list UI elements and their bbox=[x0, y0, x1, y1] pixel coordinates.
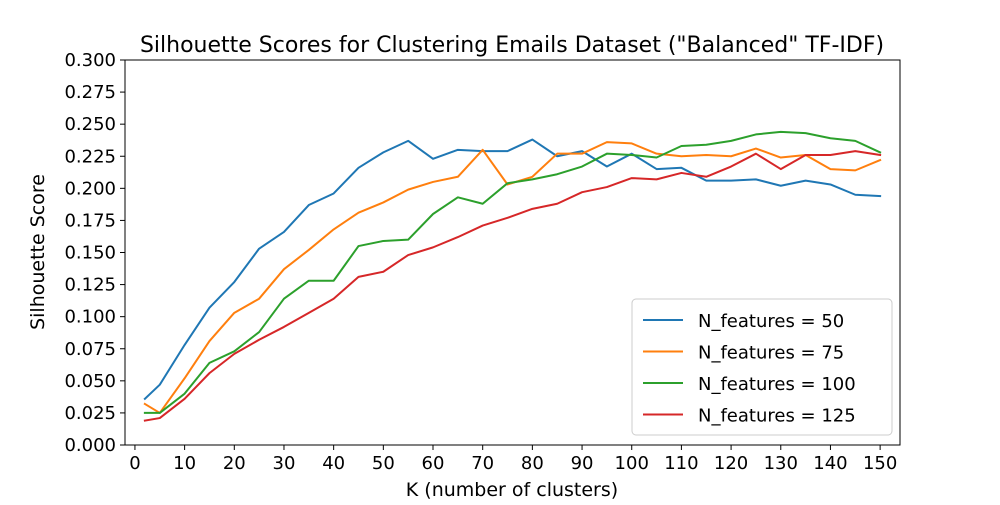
y-axis: 0.000 0.025 0.050 0.075 0.100 0.125 0.150 0.175… bbox=[64, 50, 125, 456]
y-tick-label: 0.200 bbox=[64, 178, 116, 199]
y-tick-label: 0.025 bbox=[64, 403, 116, 424]
legend-label: N_features = 125 bbox=[698, 406, 856, 427]
x-tick-label: 40 bbox=[322, 453, 345, 474]
y-tick-label: 0.000 bbox=[64, 435, 116, 456]
series-line-3 bbox=[143, 130, 882, 414]
x-tick-label: 80 bbox=[521, 453, 544, 474]
x-axis-label: K (number of clusters) bbox=[406, 479, 618, 500]
y-tick-label: 0.175 bbox=[64, 210, 116, 231]
chart-title: Silhouette Scores for Clustering Emails … bbox=[140, 33, 884, 58]
y-tick-label: 0.150 bbox=[64, 243, 116, 264]
plot-area bbox=[143, 130, 882, 422]
x-tick-label: 150 bbox=[863, 453, 897, 474]
x-tick-label: 60 bbox=[422, 453, 445, 474]
legend-box bbox=[631, 298, 893, 436]
legend-label: N_features = 50 bbox=[698, 311, 844, 332]
x-tick-label: 130 bbox=[764, 453, 798, 474]
y-tick-label: 0.050 bbox=[64, 371, 116, 392]
x-tick-label: 50 bbox=[372, 453, 395, 474]
x-tick-label: 0 bbox=[129, 453, 140, 474]
x-axis: 0 10 20 30 40 50 60 70 80 90 100 110 120 130 140 150 bbox=[129, 445, 897, 474]
y-axis-label: Silhouette Score bbox=[27, 174, 49, 330]
legend: N_features = 50 N_features = 75 N_features… bbox=[631, 298, 893, 436]
y-tick-label: 0.225 bbox=[64, 146, 116, 167]
y-tick-label: 0.125 bbox=[64, 275, 116, 296]
x-tick-label: 110 bbox=[664, 453, 698, 474]
x-tick-label: 20 bbox=[223, 453, 246, 474]
x-tick-label: 120 bbox=[714, 453, 748, 474]
y-tick-label: 0.100 bbox=[64, 307, 116, 328]
series-line-1 bbox=[143, 138, 882, 401]
x-tick-label: 30 bbox=[273, 453, 296, 474]
x-tick-label: 90 bbox=[571, 453, 594, 474]
legend-label: N_features = 75 bbox=[698, 343, 844, 364]
series-line-4 bbox=[143, 150, 882, 422]
legend-label: N_features = 100 bbox=[698, 374, 856, 395]
y-tick-label: 0.075 bbox=[64, 339, 116, 360]
y-tick-label: 0.250 bbox=[64, 114, 116, 135]
x-tick-label: 140 bbox=[813, 453, 847, 474]
y-tick-label: 0.300 bbox=[64, 50, 116, 71]
x-tick-label: 70 bbox=[471, 453, 494, 474]
x-tick-label: 10 bbox=[173, 453, 196, 474]
y-tick-label: 0.275 bbox=[64, 82, 116, 103]
x-tick-label: 100 bbox=[615, 453, 649, 474]
